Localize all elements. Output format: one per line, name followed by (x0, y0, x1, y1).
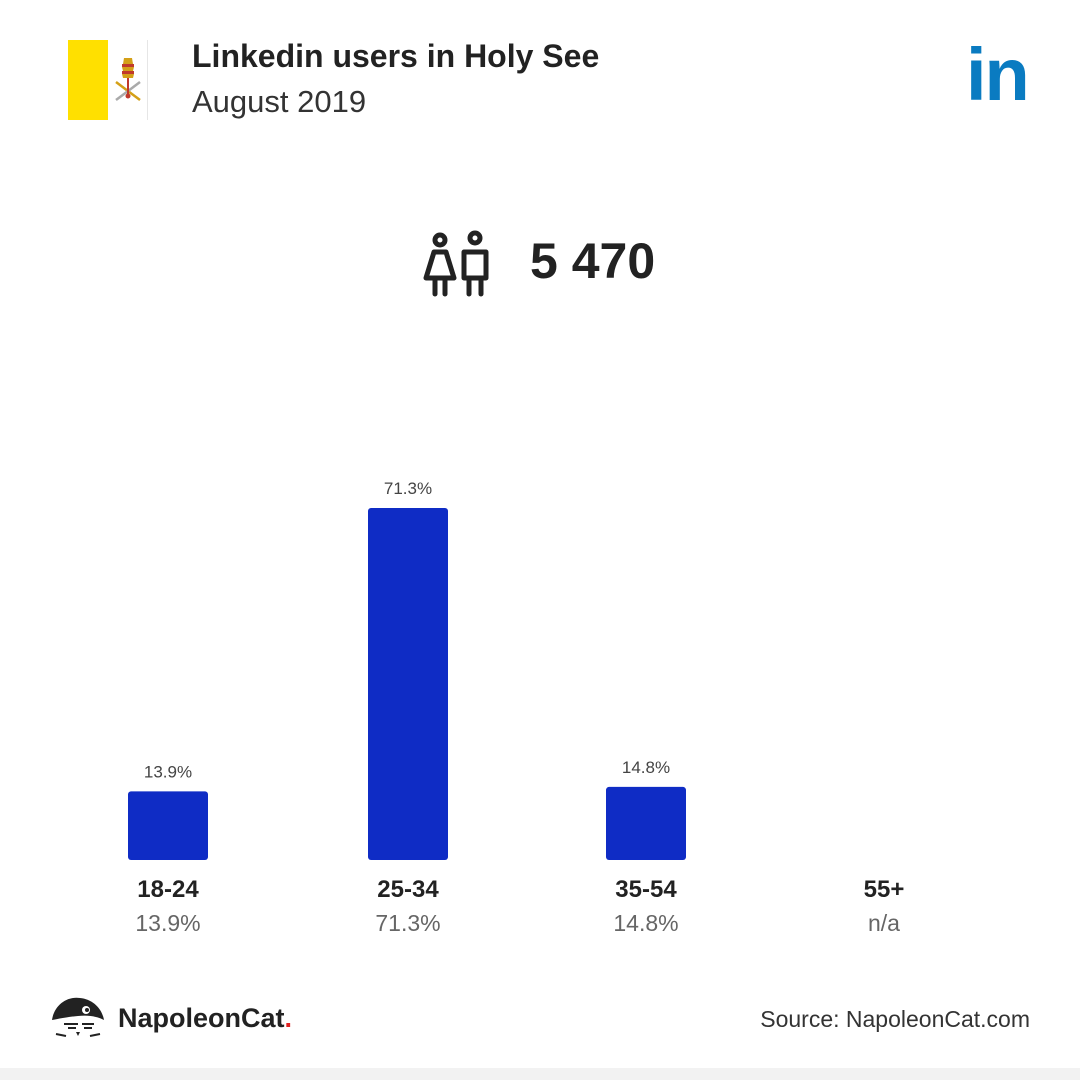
category-value: 14.8% (613, 910, 679, 936)
bar-value-label: 71.3% (384, 479, 432, 498)
category-label: 18-24 (137, 876, 199, 903)
papal-emblem-icon (115, 58, 141, 101)
flag-yellow-half (68, 40, 108, 120)
brand-dot: . (284, 1003, 293, 1033)
holy-see-flag (68, 40, 148, 120)
total-users: 5 470 (530, 233, 656, 289)
people-icon (423, 230, 489, 297)
page-title: Linkedin users in Holy See (192, 38, 600, 74)
category-value: 13.9% (135, 910, 201, 936)
bar-25-34 (368, 508, 448, 860)
category-value: n/a (868, 910, 900, 936)
bottom-strip (0, 1068, 1080, 1080)
category-label: 55+ (863, 876, 905, 903)
category-label: 25-34 (377, 876, 439, 903)
source-text: Source: NapoleonCat.com (760, 1006, 1030, 1032)
brand-name: NapoleonCat. (118, 1003, 292, 1034)
bar-18-24 (128, 791, 208, 860)
category-value: 71.3% (375, 910, 441, 936)
bar-value-label: 14.8% (622, 758, 670, 777)
napoleoncat-logo-icon (52, 997, 104, 1037)
category-label: 35-54 (615, 876, 677, 903)
page-subtitle: August 2019 (192, 84, 367, 119)
bar-35-54 (606, 786, 686, 860)
linkedin-logo: in (966, 33, 1030, 116)
age-bar-chart: 13.9% 71.3% 14.8% (128, 479, 686, 860)
bar-value-label: 13.9% (144, 762, 192, 781)
brand-text: NapoleonCat (118, 1003, 285, 1033)
